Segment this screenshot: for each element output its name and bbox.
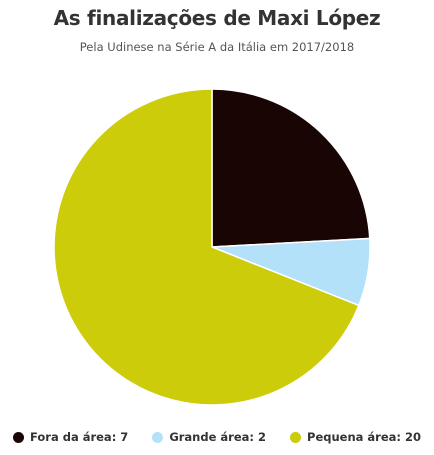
chart-subtitle: Pela Udinese na Série A da Itália em 201… bbox=[79, 40, 355, 54]
legend: Fora da área: 7 Grande área: 2 Pequena á… bbox=[0, 430, 434, 444]
legend-item-pequena[interactable]: Pequena área: 20 bbox=[290, 430, 421, 444]
legend-label-grande: Grande área: 2 bbox=[169, 430, 267, 444]
pie-slice-fora[interactable] bbox=[211, 88, 371, 248]
legend-label-fora: Fora da área: 7 bbox=[29, 430, 129, 444]
legend-item-fora[interactable]: Fora da área: 7 bbox=[12, 430, 129, 444]
legend-swatch-grande bbox=[152, 431, 164, 443]
legend-swatch-fora bbox=[12, 431, 24, 443]
legend-swatch-pequena bbox=[290, 431, 302, 443]
legend-label-pequena: Pequena área: 20 bbox=[307, 430, 422, 444]
chart-title: As finalizações de Maxi López bbox=[53, 6, 381, 30]
pie-slice-pequena[interactable] bbox=[53, 88, 360, 406]
legend-item-grande[interactable]: Grande área: 2 bbox=[152, 430, 266, 444]
